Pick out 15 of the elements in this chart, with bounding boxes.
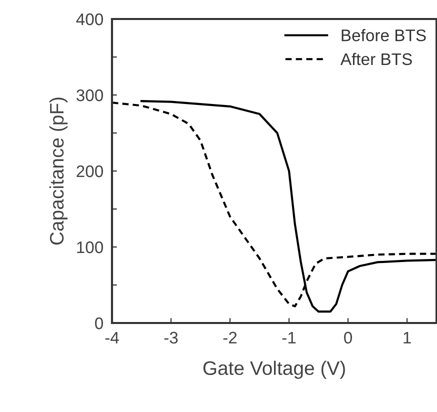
x-tick-label: -3 — [164, 332, 178, 344]
x-tick-label: 1 — [404, 332, 411, 344]
x-tick-label: 0 — [344, 332, 352, 344]
x-tick-label: -1 — [282, 332, 296, 344]
y-tick-label: 0 — [95, 317, 104, 330]
x-axis-title: Gate Voltage (V) — [203, 360, 345, 379]
legend-label: After BTS — [340, 52, 412, 66]
y-tick-label: 400 — [76, 13, 104, 26]
y-tick-label: 300 — [76, 89, 104, 102]
x-tick-label: -4 — [105, 332, 119, 344]
legend-label: Before BTS — [342, 29, 426, 42]
x-tick-label: -2 — [223, 332, 237, 344]
y-tick-label: 100 — [77, 241, 104, 254]
y-tick-label: 200 — [76, 165, 104, 178]
y-axis-title: Capacitance (pF) — [49, 98, 68, 245]
